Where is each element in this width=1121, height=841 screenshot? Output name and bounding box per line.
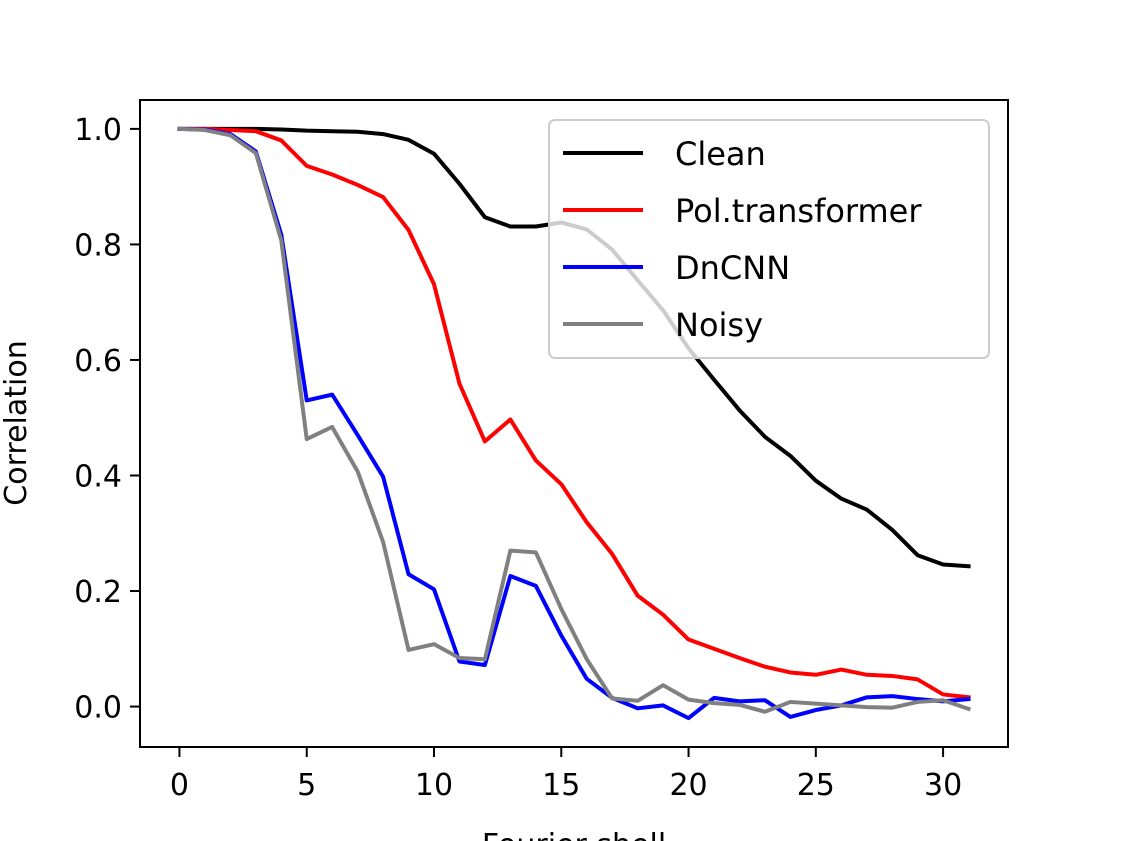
y-tick-label: 0.8: [74, 228, 122, 263]
legend-box: [548, 119, 990, 359]
series-line-pol-transformer: [177, 126, 971, 700]
legend-label: Noisy: [675, 306, 763, 344]
x-tick-label: 25: [797, 768, 835, 803]
x-tick-label: 10: [415, 768, 453, 803]
x-tick-label: 30: [924, 768, 962, 803]
legend-label: Clean: [675, 135, 766, 173]
x-tick-label: 15: [542, 768, 580, 803]
plot-frame: [139, 99, 1009, 748]
y-tick-label: 0.0: [74, 691, 122, 726]
x-tick-label: 20: [669, 768, 707, 803]
y-axis-label: Correlation: [0, 340, 34, 505]
legend-label: DnCNN: [675, 249, 790, 287]
legend-label: Pol.transformer: [675, 192, 922, 230]
series-lines: [177, 126, 972, 721]
x-tick-label: 5: [297, 768, 316, 803]
y-tick-label: 0.6: [74, 344, 122, 379]
x-tick-label: 0: [170, 768, 189, 803]
series-line-noisy: [177, 126, 972, 714]
y-tick-label: 1.0: [74, 113, 122, 148]
y-axis: 0.0 0.2 0.4 0.6 0.8 1.0: [74, 113, 140, 726]
x-axis: 0 5 10 15 20 25 30: [170, 747, 962, 803]
y-tick-label: 0.4: [74, 459, 122, 494]
legend: Clean Pol.transformer DnCNN Noisy: [548, 119, 990, 359]
y-tick-label: 0.2: [74, 575, 122, 610]
x-axis-label: Fourier shell: [482, 828, 666, 841]
